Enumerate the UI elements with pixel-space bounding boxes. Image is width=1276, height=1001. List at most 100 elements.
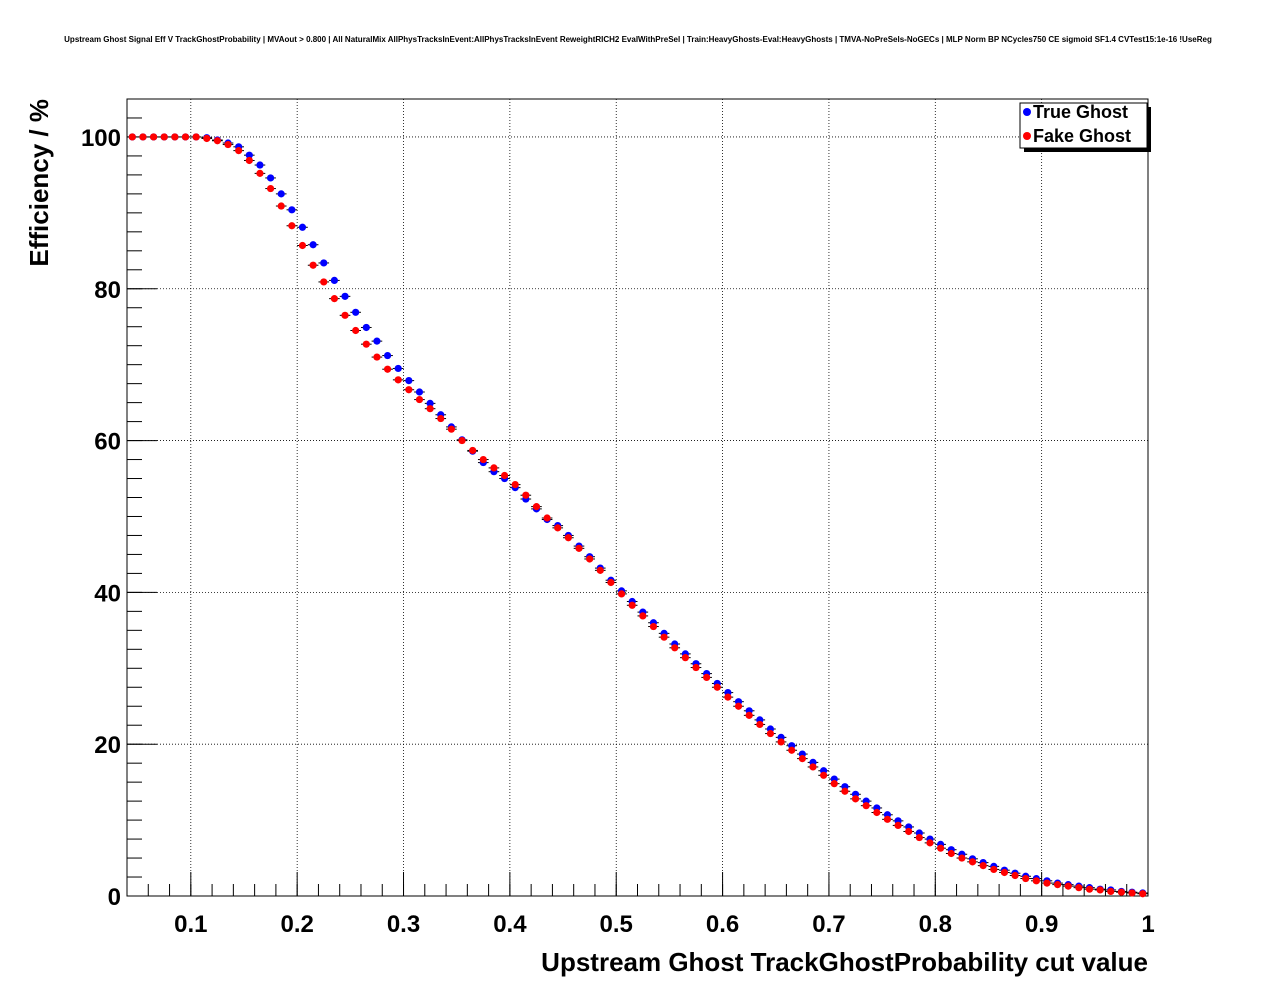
data-point <box>330 276 338 285</box>
data-point <box>841 787 849 795</box>
data-point <box>915 833 923 842</box>
data-point <box>937 844 945 852</box>
data-point <box>883 815 892 823</box>
data-point <box>703 673 711 681</box>
data-point <box>479 455 487 464</box>
legend-marker-true-ghost <box>1023 108 1031 116</box>
data-point <box>1107 887 1115 896</box>
data-point <box>660 633 668 641</box>
data-point <box>671 644 679 652</box>
chart-title: Upstream Ghost Signal Eff V TrackGhostPr… <box>64 35 1212 44</box>
data-point <box>873 808 881 817</box>
data-point <box>341 292 349 300</box>
data-point <box>564 534 572 542</box>
data-point <box>586 555 594 563</box>
legend: True Ghost Fake Ghost <box>1019 102 1151 152</box>
data-point <box>947 849 955 858</box>
data-point <box>500 471 509 480</box>
data-point <box>788 746 796 754</box>
data-point <box>522 491 530 499</box>
data-point <box>830 780 838 788</box>
data-point <box>415 395 424 404</box>
data-point <box>352 308 360 316</box>
data-point <box>149 133 158 141</box>
data-points <box>127 133 1148 898</box>
data-point <box>298 223 307 231</box>
y-axis-label: Efficiency / % <box>24 99 54 267</box>
x-axis-label: Upstream Ghost TrackGhostProbability cut… <box>541 947 1148 977</box>
data-point <box>309 261 317 269</box>
data-point <box>777 738 785 746</box>
data-point <box>266 184 275 193</box>
legend-label-fake-ghost: Fake Ghost <box>1033 126 1131 146</box>
data-point <box>383 351 392 360</box>
data-point <box>383 365 392 373</box>
data-point <box>469 446 477 455</box>
data-point <box>756 720 764 729</box>
data-point <box>373 353 381 361</box>
data-point <box>415 388 424 396</box>
data-point <box>1064 882 1072 890</box>
x-tick-label: 0.3 <box>387 911 420 938</box>
y-tick-label: 0 <box>108 884 121 911</box>
tick-labels: 0.1 0.2 0.3 0.4 0.5 0.6 0.7 0.8 0.9 1 0 20 40 60 80 100 <box>81 125 1155 938</box>
data-point <box>820 771 828 779</box>
data-point <box>224 140 232 149</box>
data-point <box>1075 884 1083 892</box>
data-point <box>320 278 328 286</box>
data-point <box>979 862 987 870</box>
data-point <box>905 827 913 836</box>
data-point <box>160 133 168 141</box>
y-tick-label: 100 <box>81 125 121 152</box>
data-point <box>809 763 817 771</box>
data-point <box>447 425 455 433</box>
data-point <box>437 414 445 423</box>
data-point <box>405 377 413 385</box>
data-point <box>181 133 190 141</box>
data-point <box>1000 868 1009 877</box>
data-point <box>256 161 264 169</box>
data-point <box>734 702 743 710</box>
data-point <box>798 755 806 763</box>
x-tick-label: 0.7 <box>812 911 845 938</box>
x-tick-label: 0.8 <box>919 911 952 938</box>
data-point <box>766 729 775 738</box>
data-point <box>394 364 402 373</box>
data-point <box>894 821 902 830</box>
data-point <box>1022 874 1030 883</box>
data-point <box>288 206 296 214</box>
data-point <box>990 865 998 874</box>
data-point <box>245 151 253 159</box>
data-point <box>405 386 413 394</box>
grid <box>127 99 1148 896</box>
data-point <box>426 399 434 407</box>
data-point <box>352 326 360 335</box>
data-point <box>203 134 211 143</box>
plot-frame <box>126 98 1149 897</box>
data-point <box>724 693 732 701</box>
data-point <box>320 259 328 267</box>
data-point <box>958 854 966 862</box>
data-point <box>245 156 253 165</box>
data-point <box>235 147 243 155</box>
data-point <box>330 295 338 303</box>
data-point <box>511 480 519 489</box>
data-point <box>362 340 370 348</box>
data-point <box>607 578 615 587</box>
data-point <box>362 323 370 332</box>
data-point <box>458 436 466 445</box>
data-point <box>1139 890 1147 898</box>
x-tick-label: 0.1 <box>174 911 207 938</box>
x-tick-label: 0.2 <box>280 911 313 938</box>
data-point <box>968 858 977 866</box>
data-point <box>171 133 179 141</box>
data-point <box>277 202 285 210</box>
x-tick-label: 0.9 <box>1025 911 1058 938</box>
data-point <box>713 683 721 691</box>
data-point <box>862 802 870 810</box>
data-point <box>1117 888 1126 896</box>
data-point <box>256 169 264 177</box>
data-point <box>628 601 636 609</box>
data-point <box>554 524 562 532</box>
